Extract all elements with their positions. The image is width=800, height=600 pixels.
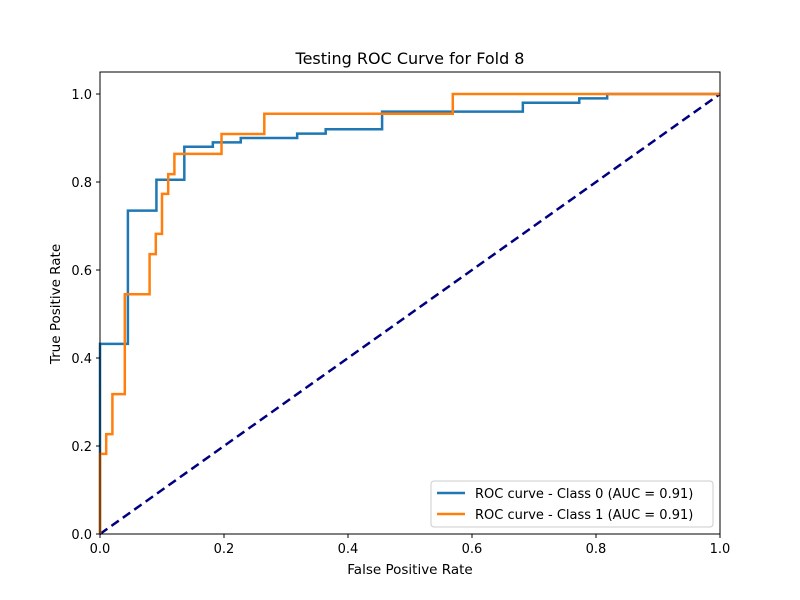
x-axis-label: False Positive Rate	[347, 562, 472, 578]
series-line-class-1	[98, 92, 720, 534]
chance-diagonal-line	[99, 92, 721, 536]
y-tick-label: 0.6	[71, 264, 92, 279]
y-axis-label: True Positive Rate	[48, 244, 64, 365]
x-tick-label: 0.4	[338, 542, 359, 557]
y-tick-label: 0.8	[71, 176, 92, 191]
y-tick-label: 0.2	[71, 440, 92, 455]
x-tick-label: 0.8	[586, 542, 607, 557]
x-tick-label: 0.2	[214, 542, 235, 557]
chart-title: Testing ROC Curve for Fold 8	[295, 49, 525, 68]
legend: ROC curve - Class 0 (AUC = 0.91) ROC cur…	[430, 480, 714, 528]
legend-label-class-1: ROC curve - Class 1 (AUC = 0.91)	[475, 508, 693, 523]
x-tick-label: 0.0	[90, 542, 111, 557]
y-tick-label: 0.4	[71, 352, 92, 367]
axes-frame	[99, 71, 721, 535]
plot-area: 0.0 0.2 0.4 0.6 0.8 1.0 0.0 0.2 0.4 0.6 0.8 1.0	[71, 71, 731, 557]
series-line-class-0	[98, 92, 720, 534]
y-tick-label: 1.0	[71, 88, 92, 103]
x-tick-label: 0.6	[462, 542, 483, 557]
y-tick-label: 0.0	[71, 528, 92, 543]
legend-label-class-0: ROC curve - Class 0 (AUC = 0.91)	[475, 487, 693, 502]
x-tick-label: 1.0	[710, 542, 731, 557]
legend-box	[430, 480, 714, 528]
